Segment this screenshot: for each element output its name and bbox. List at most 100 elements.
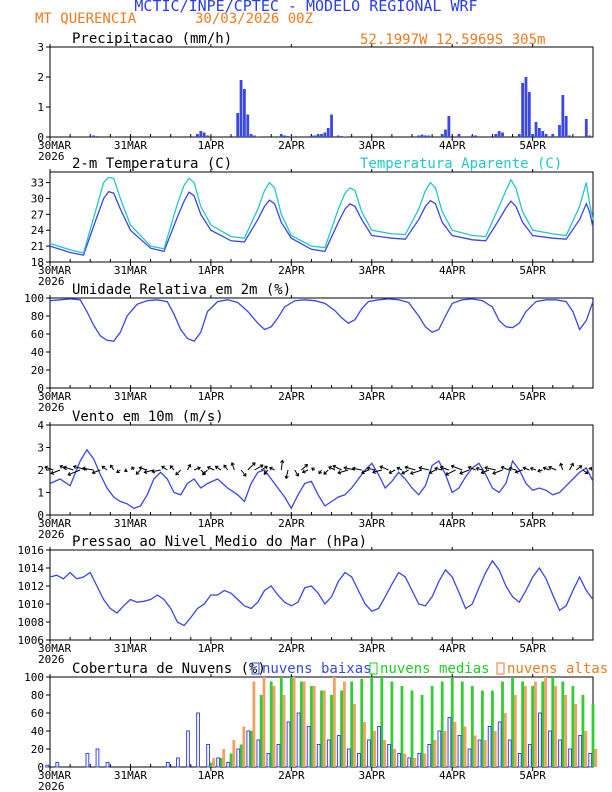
wind-vector-head [280, 459, 285, 464]
header-location: MT QUERENCIA [35, 11, 137, 27]
wind-vector-head [135, 471, 140, 475]
x-tick-label: 31MAR [114, 264, 147, 277]
cloud-bar [524, 686, 527, 767]
wind-vector [285, 469, 289, 479]
precip-bar [343, 136, 347, 137]
y-tick-label: 20 [31, 364, 44, 377]
wind-vector-head [332, 464, 337, 469]
y-tick-label: 20 [31, 743, 44, 756]
y-tick-label: 1 [37, 487, 44, 500]
x-tick-label: 5APR [519, 139, 546, 152]
precip-bar [243, 89, 246, 137]
cloud-bar [473, 735, 477, 767]
cloud-bar [232, 740, 236, 767]
series-line [49, 448, 594, 510]
wind-vector-head [500, 465, 505, 470]
wind-vector [301, 464, 308, 471]
cloud-bar [400, 686, 404, 767]
wind-vector-head [143, 469, 148, 474]
cloud-bar [561, 681, 565, 767]
x-tick-label: 5APR [519, 264, 546, 277]
wind-vector [280, 460, 283, 471]
legend-swatch [496, 662, 505, 675]
wind-vector [254, 464, 264, 471]
wind-vector-head [328, 466, 332, 470]
wind-vector [548, 466, 557, 471]
cloud-bar [423, 753, 427, 767]
wind-vector-head [311, 467, 315, 472]
cloud-bar [306, 726, 311, 768]
y-tick-label: 2 [37, 464, 44, 477]
wind-vector [294, 469, 299, 477]
precip-bar [544, 134, 548, 137]
cloud-bar [286, 721, 291, 768]
wind-vector-head [459, 470, 464, 475]
x-tick-label: 31MAR [114, 139, 147, 152]
y-tick-label: 40 [31, 725, 44, 738]
cloud-bar [85, 753, 90, 768]
precip-bar [537, 128, 541, 137]
x-tick-label: 3APR [359, 642, 386, 655]
wind-vector-head [379, 465, 384, 470]
series-line [49, 298, 594, 342]
wind-vector [396, 467, 403, 471]
wind-vector [186, 464, 191, 471]
cloud-bar [413, 758, 417, 767]
wind-vector [419, 467, 429, 471]
wind-vector [73, 465, 88, 471]
x-axis-year: 2026 [38, 401, 65, 414]
x-tick-label: 1APR [198, 139, 225, 152]
wind-vector [110, 464, 115, 471]
wind-vector [302, 469, 309, 473]
precip-bar [424, 135, 427, 137]
cloud-bar [594, 749, 598, 767]
cloud-bar [538, 712, 542, 768]
cloud-bar [564, 695, 568, 767]
precip-bar [497, 131, 501, 137]
cloud-bar [558, 739, 562, 768]
cloud-bar [554, 686, 557, 767]
x-tick-label: 3APR [359, 264, 386, 277]
precip-bar [524, 77, 528, 137]
wind-vector [269, 467, 275, 471]
wind-vector [139, 467, 148, 471]
panel-frame [49, 171, 594, 263]
y-tick-label: 80 [31, 310, 44, 323]
precip-bar [206, 135, 209, 137]
precip-bar [112, 136, 116, 137]
panel-title: Vento em 10m (m/s) [72, 409, 224, 425]
y-tick-label: 1006 [18, 634, 45, 647]
y-tick-label: 40 [31, 346, 44, 359]
cloud-bar [186, 730, 190, 768]
cloud-bar [279, 677, 283, 767]
cloud-bar [266, 753, 271, 768]
wind-vector [434, 467, 443, 471]
precip-bar [494, 134, 498, 137]
cloud-bar [326, 739, 331, 768]
cloud-bar [216, 757, 221, 768]
wind-vector-head [492, 470, 496, 475]
wind-vector [582, 469, 589, 475]
wind-vector-head [445, 471, 450, 476]
wind-vector [170, 465, 175, 471]
cloud-bar [276, 744, 281, 768]
wind-vector [92, 469, 101, 474]
precip-bar [584, 119, 588, 137]
cloud-bar [330, 695, 333, 767]
x-tick-label: 4APR [439, 139, 466, 152]
wind-vector [379, 465, 389, 471]
wind-vector-head [269, 466, 273, 471]
x-axis-year: 2026 [38, 528, 65, 541]
x-tick-label: 4APR [439, 517, 466, 530]
cloud-bar [340, 690, 344, 767]
legend-entry: nuvens medias [380, 661, 490, 677]
wind-vector [161, 465, 168, 471]
wind-vector-head [484, 465, 488, 471]
wind-vector-head [467, 465, 472, 470]
cloud-bar [360, 678, 364, 767]
cloud-bar [447, 717, 452, 768]
y-tick-label: 1010 [18, 598, 45, 611]
wind-vector [152, 469, 161, 473]
